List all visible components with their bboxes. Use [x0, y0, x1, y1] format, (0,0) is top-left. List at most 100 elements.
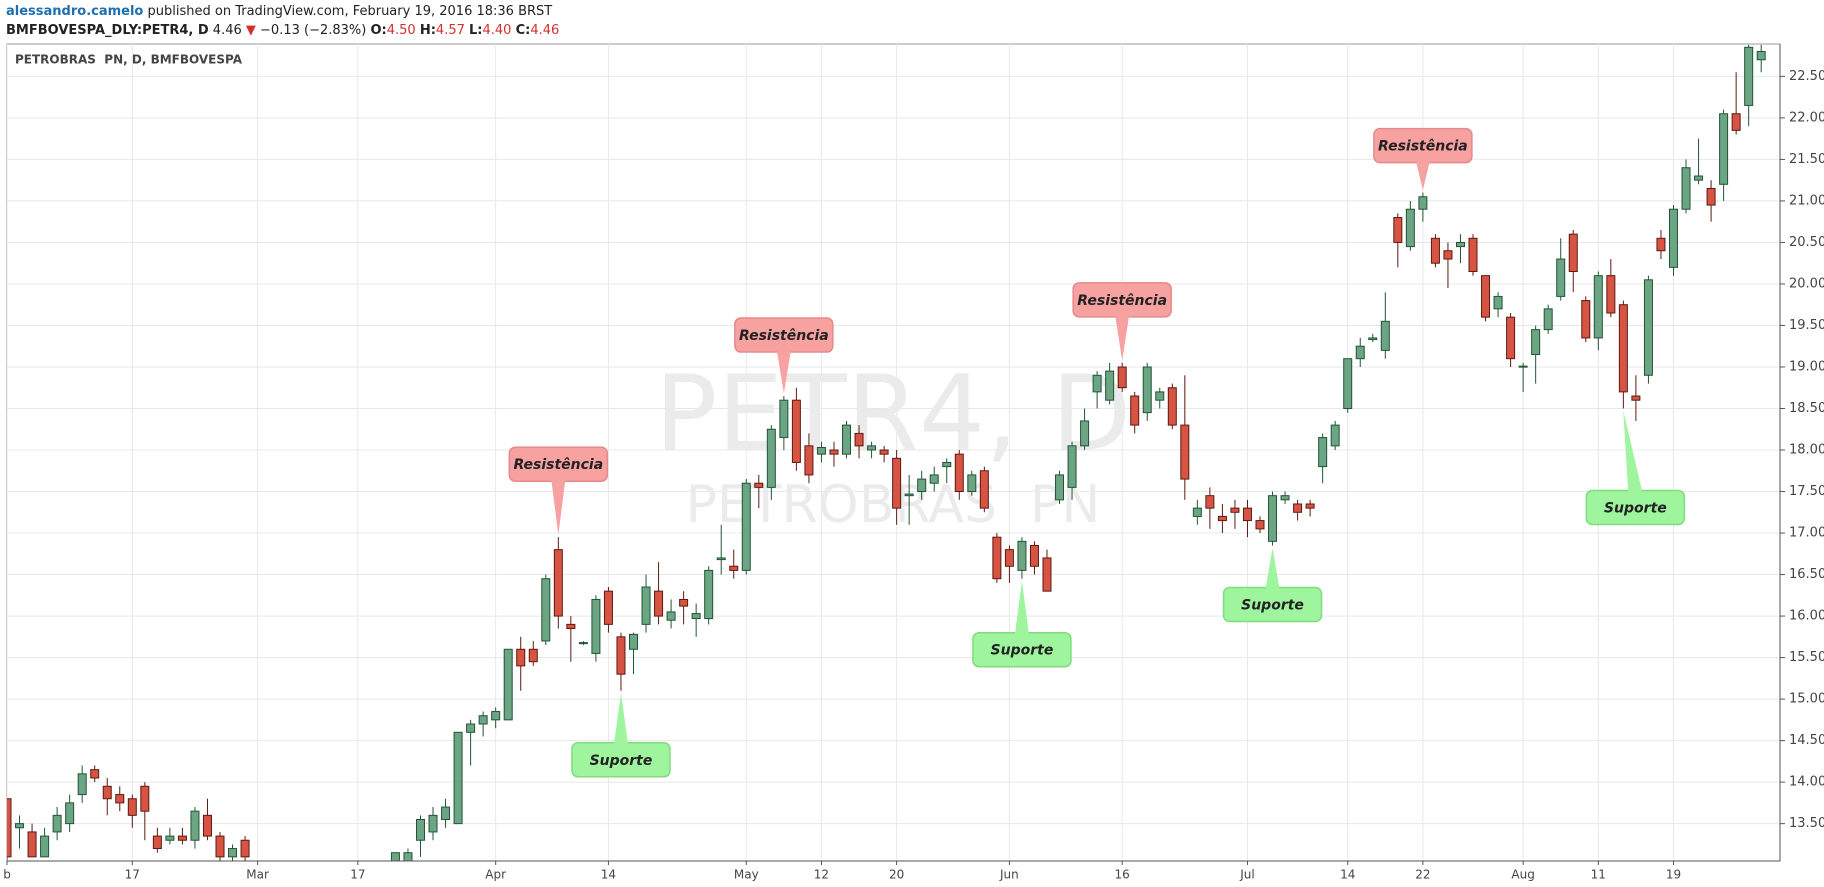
x-tick-label: 12: [814, 868, 829, 882]
annotation-pointer-cover: [613, 693, 628, 745]
annotation-text: Resistência: [1077, 293, 1167, 309]
x-tick-label: 16: [1115, 868, 1130, 882]
candle-body: [102, 785, 112, 800]
candle-body: [27, 831, 37, 858]
candle-body: [240, 839, 250, 858]
x-tick-label: May: [734, 868, 759, 882]
candle-body: [1430, 237, 1440, 264]
candle-body: [1719, 113, 1729, 185]
candle-body: [1004, 549, 1014, 567]
candle-body: [1518, 365, 1528, 368]
candle-body: [1105, 370, 1115, 401]
author[interactable]: alessandro.camelo: [6, 4, 144, 19]
annotation-text: Suporte: [1241, 597, 1304, 613]
candle-body: [528, 648, 538, 663]
candle-body: [1330, 424, 1340, 447]
candle-body: [1255, 520, 1265, 530]
close-label: C:: [515, 23, 531, 38]
candle-body: [453, 731, 463, 825]
last-price: 4.46: [212, 23, 242, 38]
annotation-text: Suporte: [1604, 500, 1667, 516]
x-tick-label: 20: [889, 868, 904, 882]
candle-body: [854, 432, 864, 447]
y-tick-label: 18.50: [1789, 401, 1824, 416]
candle-body: [40, 835, 50, 858]
candle-body: [816, 447, 826, 455]
candle-body: [954, 453, 964, 493]
y-tick-label: 16.50: [1789, 567, 1824, 582]
candle-body: [1405, 208, 1415, 248]
candle-body: [1493, 295, 1503, 310]
candle-body: [177, 835, 187, 841]
candle-body: [979, 470, 989, 509]
candle-body: [942, 461, 952, 468]
candle-body: [90, 769, 100, 779]
candle-body: [52, 814, 62, 833]
x-tick-label: 14: [601, 868, 616, 882]
candle-body: [553, 549, 563, 617]
candle-body: [1280, 495, 1290, 501]
candle-body: [1656, 237, 1666, 252]
y-tick-label: 20.50: [1789, 235, 1824, 250]
candle-body: [1531, 329, 1541, 356]
annotation-pointer-cover: [551, 479, 566, 535]
x-tick-label: 11: [1591, 868, 1606, 882]
high-label: H:: [419, 23, 436, 38]
candle-body: [704, 569, 714, 620]
candle-body: [1017, 540, 1027, 571]
y-tick-label: 14.00: [1789, 775, 1824, 790]
candle-body: [140, 785, 150, 812]
candle-body: [415, 818, 425, 841]
candle-body: [616, 636, 626, 675]
annotation-pointer-cover: [1265, 548, 1280, 590]
candle-body: [1455, 241, 1465, 248]
y-tick-label: 18.00: [1789, 443, 1824, 458]
candle-body: [1167, 387, 1177, 426]
annotation-text: Resistência: [513, 457, 603, 473]
candle-body: [716, 557, 726, 561]
x-tick-label: Aug: [1511, 868, 1534, 882]
candle-body: [215, 835, 225, 858]
candle-body: [679, 598, 689, 607]
y-tick-label: 19.50: [1789, 318, 1824, 333]
candle-body: [917, 478, 927, 493]
candle-body: [1318, 437, 1328, 468]
y-tick-label: 22.00: [1789, 110, 1824, 125]
candle-body: [1556, 258, 1566, 297]
candle-body: [65, 802, 75, 825]
candle-body: [729, 565, 739, 571]
close-value: 4.46: [530, 23, 560, 38]
y-tick-label: 21.00: [1789, 193, 1824, 208]
annotation-text: Suporte: [590, 753, 653, 769]
y-tick-label: 14.50: [1789, 733, 1824, 748]
candle-body: [1192, 507, 1202, 517]
change: −0.13 (−2.83%): [260, 23, 367, 38]
candle-body: [1393, 217, 1403, 243]
candle-body: [1029, 544, 1039, 567]
low-value: 4.40: [482, 23, 512, 38]
candle-body: [1368, 337, 1378, 341]
y-tick-label: 17.50: [1789, 484, 1824, 499]
y-tick-label: 17.00: [1789, 526, 1824, 541]
candle-body: [516, 648, 526, 667]
candle-body: [1067, 445, 1077, 488]
candle-body: [190, 810, 200, 841]
low-label: L:: [469, 23, 483, 38]
candle-body: [15, 823, 25, 829]
candle-body: [491, 711, 501, 721]
candle-body: [967, 474, 977, 493]
candle-body: [603, 590, 613, 625]
x-tick-label: 19: [1666, 868, 1681, 882]
candle-body: [165, 835, 175, 841]
candle-body: [77, 773, 87, 796]
candle-body: [641, 586, 651, 625]
candle-body: [1681, 167, 1691, 210]
candle-body: [992, 536, 1002, 580]
candle-body: [1080, 420, 1090, 447]
x-tick-label: Apr: [485, 868, 506, 882]
annotation-pointer-cover: [1014, 581, 1029, 635]
y-tick-label: 21.50: [1789, 152, 1824, 167]
annotation-pointer-cover: [1623, 411, 1643, 493]
candle-body: [691, 613, 701, 620]
